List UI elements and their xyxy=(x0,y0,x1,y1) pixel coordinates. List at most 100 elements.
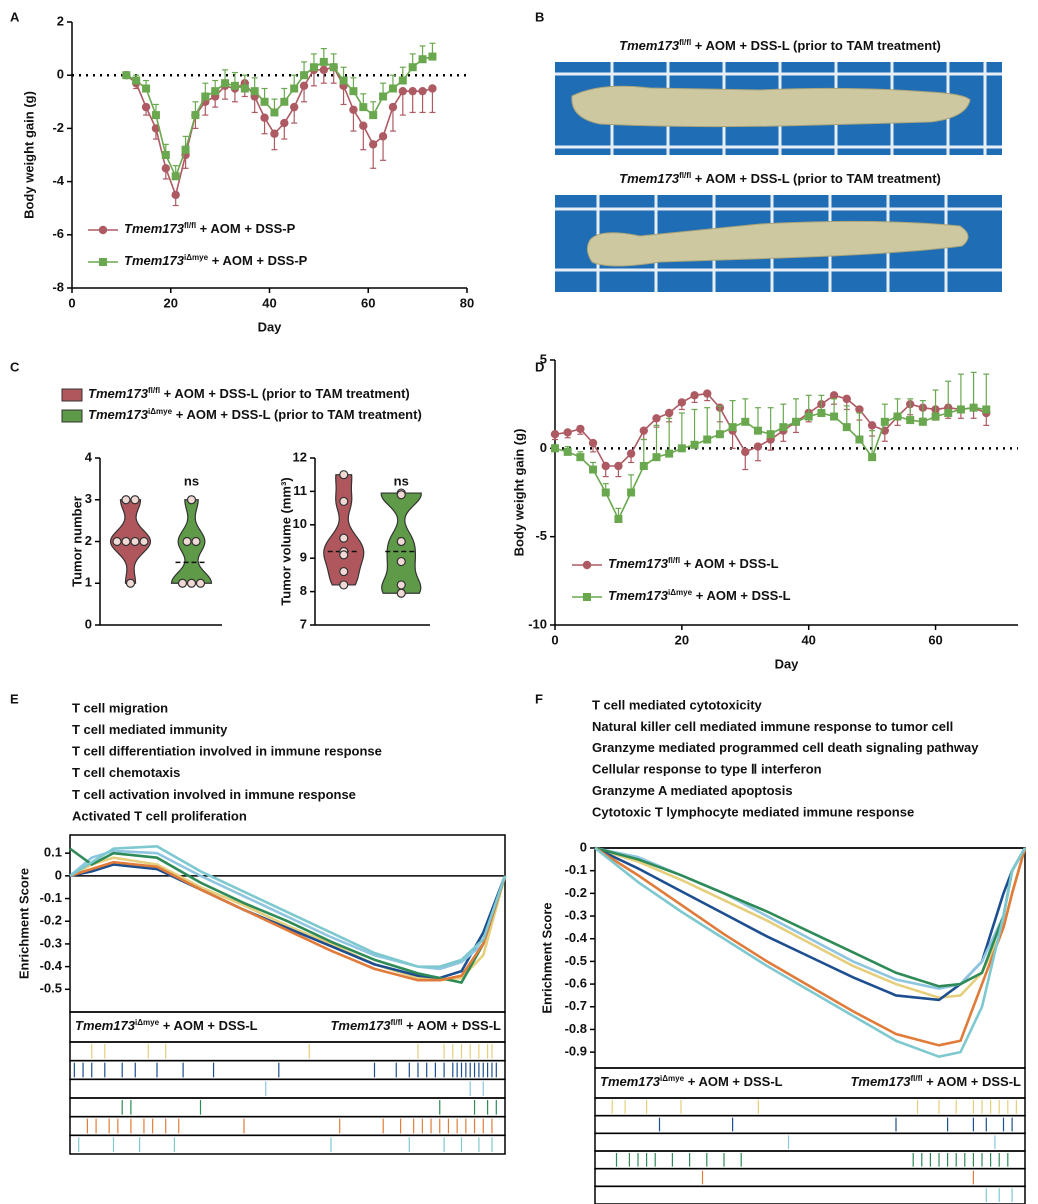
group-label: Tmem173iΔmye + AOM + DSS-L xyxy=(75,1018,258,1034)
enrichment-curve xyxy=(69,856,507,982)
gene-set-name: T cell chemotaxis xyxy=(72,765,180,780)
y-tick-label: 2 xyxy=(85,533,92,548)
photo-title: Tmem173fl/fl + AOM + DSS-L (prior to TAM… xyxy=(619,171,941,187)
marker xyxy=(665,449,674,458)
data-point xyxy=(339,550,349,560)
data-point xyxy=(112,536,122,547)
marker xyxy=(418,55,427,64)
x-tick-label: 40 xyxy=(262,295,276,310)
data-point xyxy=(139,536,149,547)
marker xyxy=(563,447,572,456)
label-part: Tmem173 xyxy=(88,386,149,401)
marker xyxy=(868,453,877,462)
data-point xyxy=(339,470,349,480)
marker xyxy=(161,151,170,159)
marker xyxy=(652,453,661,462)
y-tick-label: 0 xyxy=(580,839,587,854)
y-tick-label: -0.3 xyxy=(40,935,62,950)
superscript: iΔmye xyxy=(660,1074,685,1083)
enrichment-curve xyxy=(69,860,507,982)
violin xyxy=(323,474,365,586)
gene-set-name: Granzyme mediated programmed cell death … xyxy=(592,740,979,755)
marker xyxy=(319,57,328,66)
data-point xyxy=(195,578,206,588)
y-tick-label: -10 xyxy=(528,616,547,631)
y-tick-label: 10 xyxy=(293,516,307,531)
enrichment-curve xyxy=(594,846,1027,1047)
data-point xyxy=(339,533,349,543)
y-axis-label: Body weight gain (g) xyxy=(511,429,526,557)
label-part: + AOM + DSS-L xyxy=(680,556,779,571)
marker xyxy=(830,412,839,421)
marker xyxy=(141,102,151,112)
label-part: Tmem173 xyxy=(88,407,149,422)
marker xyxy=(931,412,940,421)
marker xyxy=(359,121,368,130)
marker xyxy=(842,394,851,404)
y-tick-label: -0.1 xyxy=(565,862,587,877)
hit-row xyxy=(594,1132,1026,1152)
superscript: fl/fl xyxy=(148,386,160,395)
superscript: iΔmye xyxy=(668,588,693,597)
marker xyxy=(171,172,180,181)
marker xyxy=(753,426,762,435)
y-tick-label: -0.4 xyxy=(565,930,588,945)
y-tick-label: 12 xyxy=(293,449,307,464)
label-part: Tmem173 xyxy=(619,38,680,53)
y-tick-label: 11 xyxy=(293,483,307,498)
marker xyxy=(260,113,269,122)
data-point xyxy=(182,536,192,547)
y-axis-label: Body weight gain (g) xyxy=(21,91,36,219)
y-tick-label: 0 xyxy=(55,867,62,882)
y-tick-label: -5 xyxy=(535,528,547,543)
marker xyxy=(98,225,108,235)
y-axis-label: Tumor volume (mm³) xyxy=(278,477,293,605)
y-tick-label: -0.2 xyxy=(40,913,62,928)
marker xyxy=(563,428,572,437)
marker xyxy=(703,435,712,444)
label-part: + AOM + DSS-L (prior to TAM treatment) xyxy=(691,171,941,186)
y-axis-label: Enrichment Score xyxy=(539,902,554,1013)
marker xyxy=(309,63,318,72)
y-tick-label: -4 xyxy=(52,173,64,188)
marker xyxy=(240,84,249,93)
marker xyxy=(270,108,279,117)
data-point xyxy=(396,556,406,567)
gene-set-name: Activated T cell proliferation xyxy=(72,808,247,823)
marker xyxy=(601,461,610,471)
panel-label: D xyxy=(535,359,544,374)
marker xyxy=(250,87,259,96)
marker xyxy=(398,76,407,85)
marker xyxy=(583,593,591,601)
marker xyxy=(601,488,610,497)
y-tick-label: 0 xyxy=(85,616,92,631)
y-axis-label: Tumor number xyxy=(69,496,84,587)
legend-label: Tmem173iΔmye + AOM + DSS-P xyxy=(124,253,308,269)
y-tick-label: 8 xyxy=(300,583,307,598)
label-part: + AOM + DSS-L xyxy=(923,1074,1022,1089)
marker xyxy=(842,423,851,432)
legend-label: Tmem173iΔmye + AOM + DSS-L (prior to TAM… xyxy=(88,407,422,423)
significance-label: ns xyxy=(394,473,409,488)
x-tick-label: 0 xyxy=(68,295,75,310)
y-tick-label: -0.7 xyxy=(565,998,587,1013)
marker xyxy=(319,65,329,75)
marker xyxy=(388,102,398,112)
data-point xyxy=(339,566,349,577)
marker xyxy=(161,164,171,173)
panel-label: C xyxy=(10,359,20,374)
marker xyxy=(171,190,180,200)
marker xyxy=(906,416,915,425)
marker xyxy=(290,84,299,93)
legend-label: Tmem173fl/fl + AOM + DSS-L (prior to TAM… xyxy=(88,386,410,402)
series-line xyxy=(125,55,433,179)
marker xyxy=(741,447,750,457)
marker xyxy=(151,111,160,120)
label-part: Tmem173 xyxy=(600,1074,661,1089)
superscript: iΔmye xyxy=(148,407,173,416)
marker xyxy=(230,81,239,90)
data-point xyxy=(121,536,131,547)
x-tick-label: 40 xyxy=(801,632,815,647)
marker xyxy=(359,103,368,112)
